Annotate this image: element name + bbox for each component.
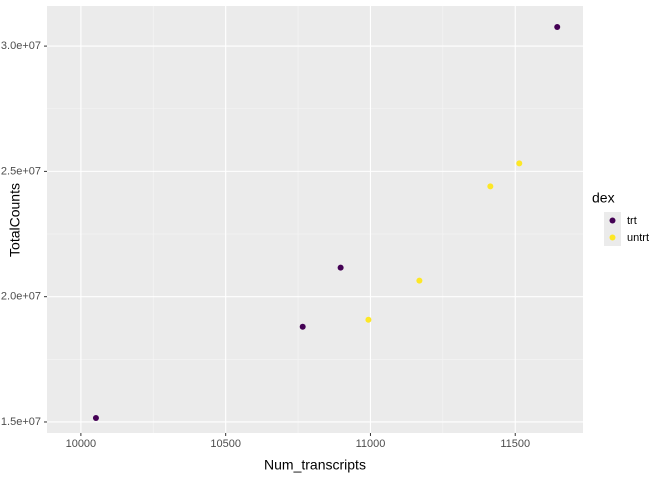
y-tick-label: 2.0e+07 — [1, 291, 41, 303]
x-tick-label: 10500 — [210, 438, 241, 450]
point — [416, 277, 423, 284]
legend-label: untrt — [627, 232, 649, 244]
legend-marker — [609, 234, 616, 241]
y-tick-label: 3.0e+07 — [1, 40, 41, 52]
x-tick-label: 10000 — [66, 438, 97, 450]
point — [337, 264, 344, 271]
legend-title: dex — [592, 190, 615, 206]
point — [92, 414, 99, 421]
panel — [47, 6, 583, 433]
legend-label: trt — [627, 215, 637, 227]
point — [299, 323, 306, 330]
point — [554, 24, 561, 31]
x-axis-title: Num_transcripts — [264, 457, 366, 473]
y-tick-label: 2.5e+07 — [1, 165, 41, 177]
x-tick-label: 11000 — [356, 438, 386, 450]
x-tick-label: 11500 — [500, 438, 530, 450]
y-axis-title: TotalCounts — [7, 183, 23, 257]
point — [365, 316, 372, 323]
legend-marker — [609, 217, 616, 224]
point — [516, 160, 523, 167]
point — [487, 183, 494, 190]
y-tick-label: 1.5e+07 — [1, 416, 41, 428]
